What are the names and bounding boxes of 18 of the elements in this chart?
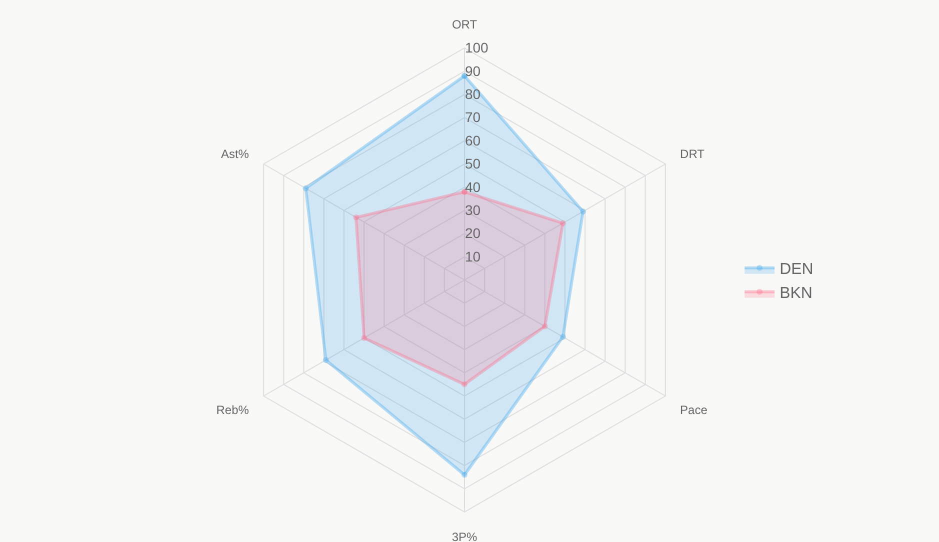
spoke-label: ORT: [452, 18, 478, 32]
y-tick-label: 10: [465, 248, 481, 264]
spoke-label: DRT: [680, 146, 706, 161]
y-tick-label: 30: [465, 202, 481, 218]
y-tick-label: 100: [465, 40, 489, 56]
y-tick-label: 70: [465, 109, 481, 126]
y-tick-label: 40: [465, 178, 481, 195]
y-tick-label: 80: [465, 86, 481, 102]
y-tick-label: 60: [465, 132, 481, 148]
spoke-label: Ast%: [220, 146, 250, 161]
legend-label: DEN: [780, 261, 814, 278]
legend-label: BKN: [780, 284, 812, 302]
y-tick-label: 20: [465, 225, 481, 242]
spoke-label: Reb%: [216, 403, 250, 418]
y-tick-label: 50: [465, 156, 481, 172]
spoke-label: Pace: [680, 403, 708, 418]
y-tick-label: 90: [465, 62, 481, 79]
spoke-label: 3P%: [452, 530, 478, 542]
